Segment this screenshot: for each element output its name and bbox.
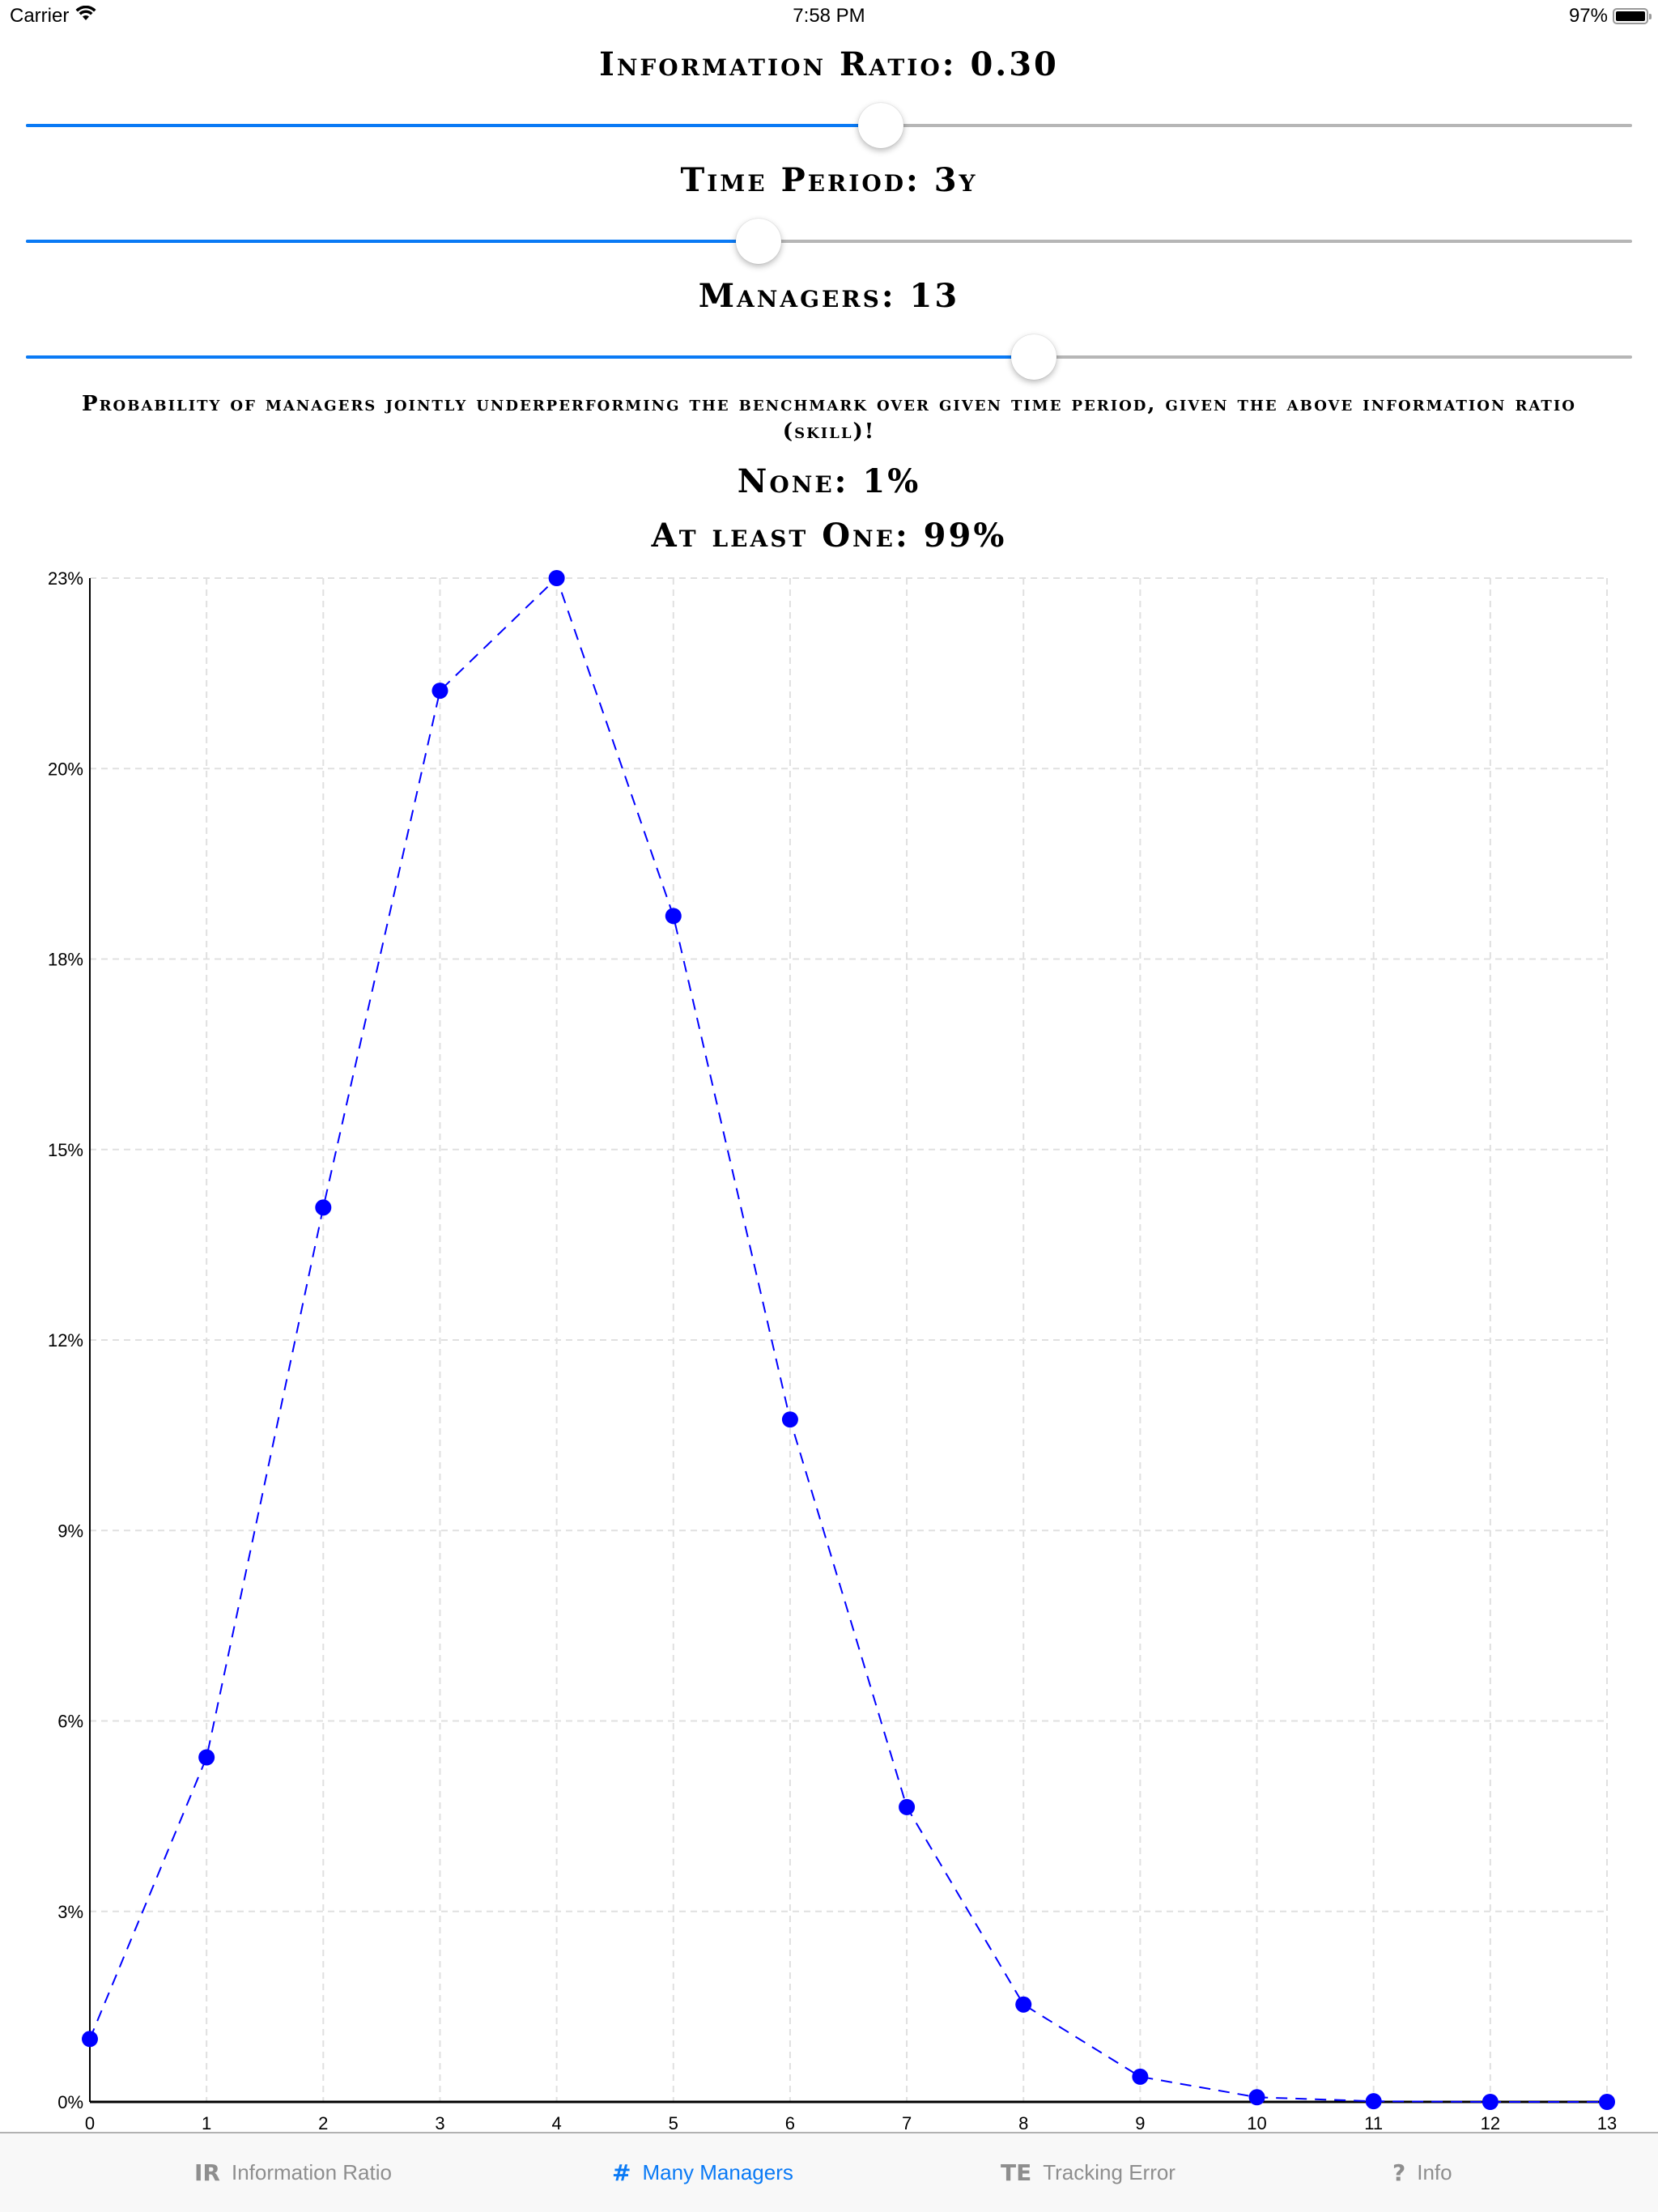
data-point	[1132, 2068, 1149, 2085]
data-point	[781, 1411, 798, 1428]
battery-percent: 97%	[1568, 5, 1608, 27]
battery-icon	[1613, 8, 1652, 24]
ir-icon: IR	[194, 2159, 220, 2186]
x-tick-label: 2	[318, 2113, 328, 2129]
clock: 7:58 PM	[793, 5, 865, 27]
data-point	[1482, 2094, 1499, 2110]
hash-icon: #	[612, 2159, 631, 2186]
tab-label: Many Managers	[642, 2160, 793, 2184]
x-tick-label: 3	[435, 2113, 444, 2129]
tab-label: Information Ratio	[231, 2160, 392, 2184]
y-tick-label: 6%	[57, 1712, 83, 1732]
tab-tracking-error[interactable]: TE Tracking Error	[1001, 2133, 1175, 2212]
y-tick-label: 0%	[57, 2092, 83, 2112]
x-tick-label: 10	[1247, 2113, 1266, 2129]
y-tick-label: 3%	[57, 1902, 83, 1922]
at-least-one-probability: At least One: 99%	[651, 517, 1007, 555]
y-tick-label: 23%	[48, 568, 83, 589]
y-tick-label: 15%	[48, 1140, 83, 1160]
tab-information-ratio[interactable]: IR Information Ratio	[194, 2133, 392, 2212]
data-point	[1599, 2094, 1615, 2110]
x-tick-label: 8	[1018, 2113, 1028, 2129]
y-tick-label: 20%	[48, 759, 83, 779]
time-period-label: Time Period: 3y	[680, 161, 978, 199]
tab-label: Tracking Error	[1043, 2160, 1175, 2184]
data-point	[1015, 1996, 1032, 2013]
managers-label: Managers: 13	[698, 277, 960, 315]
te-icon: TE	[1001, 2159, 1032, 2186]
wifi-icon	[75, 5, 96, 28]
x-tick-label: 12	[1481, 2113, 1500, 2129]
y-tick-label: 9%	[57, 1521, 83, 1541]
slider-thumb[interactable]	[736, 219, 781, 264]
tab-info[interactable]: ? Info	[1392, 2133, 1452, 2212]
data-point	[432, 683, 449, 700]
x-tick-label: 7	[902, 2113, 912, 2129]
managers-slider[interactable]	[26, 333, 1632, 381]
data-point	[548, 570, 565, 586]
tab-label: Info	[1417, 2160, 1452, 2184]
x-tick-label: 1	[202, 2113, 211, 2129]
time-period-slider[interactable]	[26, 217, 1632, 266]
x-tick-label: 11	[1364, 2113, 1383, 2129]
slider-fill	[26, 124, 881, 127]
question-mark-icon: ?	[1392, 2159, 1406, 2186]
carrier-label: Carrier	[10, 5, 70, 27]
probability-chart: 0% 3% 6% 9% 12% 15% 18% 20% 23% 0 1 2 3 4 5 6 7 8 9 10 11 12 1…	[0, 559, 1658, 2133]
x-tick-label: 9	[1135, 2113, 1145, 2129]
tab-bar: IR Information Ratio # Many Managers TE …	[0, 2132, 1658, 2212]
y-tick-label: 12%	[48, 1330, 83, 1351]
status-bar: Carrier 7:58 PM 97%	[0, 0, 1658, 32]
information-ratio-slider[interactable]	[26, 101, 1632, 150]
data-point	[198, 1749, 215, 1766]
y-tick-label: 18%	[48, 950, 83, 970]
none-probability: None: 1%	[737, 462, 921, 500]
line-chart: 0%3%6%9%12%15%18%20%23%0 1 2 3 4 5 6 7 8 9 10 11 12 1…	[48, 568, 1617, 2133]
information-ratio-label: Information Ratio: 0.30	[599, 45, 1059, 83]
slider-track	[26, 240, 1632, 243]
data-point	[1365, 2093, 1382, 2110]
slider-thumb[interactable]	[858, 103, 903, 148]
description-text: Probability of managers jointly underper…	[82, 392, 1576, 444]
slider-fill	[26, 355, 1034, 359]
data-point	[82, 2031, 98, 2048]
x-tick-label: 4	[551, 2113, 561, 2129]
slider-thumb[interactable]	[1011, 334, 1056, 380]
data-point	[1248, 2089, 1265, 2106]
x-tick-label: 5	[669, 2113, 678, 2129]
slider-fill	[26, 240, 759, 243]
data-point	[665, 908, 682, 925]
x-tick-label: 13	[1597, 2113, 1617, 2129]
data-point	[899, 1798, 916, 1815]
x-tick-label: 0	[85, 2113, 95, 2129]
x-tick-label: 6	[785, 2113, 795, 2129]
series-line	[89, 576, 1607, 2103]
data-point	[315, 1199, 332, 1216]
tab-many-managers[interactable]: # Many Managers	[612, 2133, 793, 2212]
